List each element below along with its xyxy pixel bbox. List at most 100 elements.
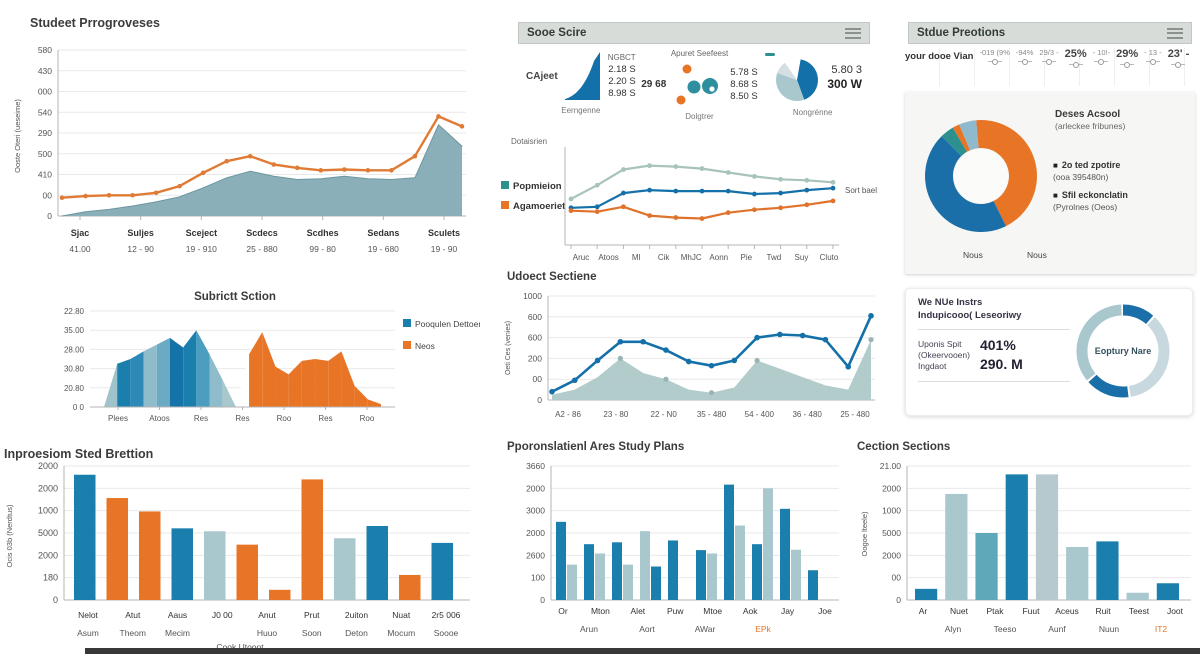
svg-text:23 - 80: 23 - 80	[603, 410, 628, 419]
slider-item[interactable]: 29%	[1116, 48, 1138, 68]
slider-knob[interactable]	[1124, 61, 1131, 68]
chart-title-improvement: Inproesiom Sted Brettion	[4, 447, 154, 461]
svg-text:Asum: Asum	[77, 628, 99, 638]
slider-knob[interactable]	[1046, 58, 1052, 65]
svg-text:410: 410	[38, 170, 52, 180]
slider-item[interactable]: 23' -	[1168, 48, 1189, 68]
svg-text:600: 600	[528, 333, 542, 343]
divider	[918, 380, 1070, 382]
slider-track[interactable]	[1120, 61, 1135, 68]
svg-text:0: 0	[537, 395, 542, 405]
svg-text:Eoptury Nare: Eoptury Nare	[1095, 346, 1152, 356]
slider-item[interactable]: 25%	[1065, 48, 1087, 68]
equity-values: 401% 290. M	[980, 336, 1023, 375]
svg-text:1000: 1000	[523, 291, 542, 301]
svg-text:00: 00	[43, 190, 53, 200]
svg-text:Aceus: Aceus	[1055, 606, 1079, 616]
slider-knob[interactable]	[1021, 58, 1028, 65]
svg-text:Anut: Anut	[258, 610, 276, 620]
slider-knob[interactable]	[1098, 58, 1105, 65]
svg-text:2uiton: 2uiton	[345, 610, 368, 620]
svg-text:Scdhes: Scdhes	[307, 228, 339, 238]
svg-text:Deton: Deton	[345, 628, 368, 638]
svg-text:Res: Res	[235, 414, 249, 423]
svg-text:Nuet: Nuet	[950, 606, 969, 616]
svg-text:Soooe: Soooe	[434, 628, 459, 638]
slider-track[interactable]	[987, 58, 1002, 65]
svg-text:Subrictt Sction: Subrictt Sction	[194, 291, 276, 303]
svg-text:Aunf: Aunf	[1048, 624, 1066, 634]
svg-text:Teeso: Teeso	[994, 624, 1017, 634]
stat-value: 8.98 S	[608, 88, 636, 99]
svg-text:Roo: Roo	[277, 414, 292, 423]
svg-text:Aaus: Aaus	[168, 610, 187, 620]
slider-knob[interactable]	[991, 58, 998, 65]
stat-caption: Dolgtrer	[685, 112, 714, 121]
svg-text:Oogoe lteele): Oogoe lteele)	[860, 511, 869, 557]
svg-text:Alyn: Alyn	[945, 624, 962, 634]
slider-track[interactable]	[1017, 58, 1032, 65]
svg-text:Nuun: Nuun	[1099, 624, 1120, 634]
slider-row-label: your dooe Vian	[905, 51, 974, 62]
stat-value: 300 W	[827, 76, 862, 91]
svg-text:54 - 400: 54 - 400	[745, 410, 775, 419]
menu-icon[interactable]	[845, 27, 861, 39]
svg-text:Or: Or	[558, 606, 568, 616]
slider-items: -019 (9% -94% 29/3 - 25% - 10!- 29% - 13 - 23' …	[979, 48, 1189, 68]
svg-text:30.80: 30.80	[64, 365, 85, 374]
slider-item[interactable]: -94%	[1016, 48, 1033, 65]
svg-text:600: 600	[528, 312, 542, 322]
svg-text:Atoos: Atoos	[149, 414, 169, 423]
svg-text:Jay: Jay	[781, 606, 795, 616]
divider	[918, 328, 1070, 330]
svg-text:290: 290	[38, 128, 52, 138]
svg-text:Mecim: Mecim	[165, 628, 190, 638]
slider-track[interactable]	[1171, 61, 1186, 68]
svg-text:2000: 2000	[38, 550, 58, 560]
svg-text:Roo: Roo	[360, 414, 375, 423]
slider-track[interactable]	[1094, 58, 1109, 65]
slider-knob[interactable]	[1175, 61, 1182, 68]
slider-item[interactable]: - 13 -	[1144, 48, 1162, 65]
stdue-sliders: your dooe Vian -019 (9% -94% 29/3 - 25% - 10…	[905, 48, 1197, 86]
svg-text:540: 540	[38, 107, 52, 117]
svg-text:Teest: Teest	[1129, 606, 1150, 616]
donut-label: Nous	[1027, 250, 1047, 260]
equity-ring-chart: Eoptury Nare	[1076, 304, 1170, 398]
slider-item[interactable]: - 10!-	[1093, 48, 1110, 65]
stat-caption: Nongrénne	[792, 108, 833, 117]
slider-track[interactable]	[1145, 58, 1160, 65]
slider-knob[interactable]	[1072, 61, 1079, 68]
panel-header-stdue: Stdue Preotions	[908, 22, 1192, 44]
slider-item[interactable]: -019 (9%	[979, 48, 1010, 65]
slider-knob[interactable]	[1149, 58, 1156, 65]
svg-text:Plees: Plees	[108, 414, 128, 423]
mini-scatter-chart	[676, 64, 719, 105]
access-panel: Deses Acsool (arleckee fribunes) ■ 2o ted…	[905, 92, 1195, 274]
svg-text:Sculets: Sculets	[428, 228, 460, 238]
slider-track[interactable]	[1042, 58, 1056, 65]
equity-text-block: We NUe Instrs Indupicooo( Leseoriwy Upon…	[918, 297, 1070, 388]
stat-side-label: CAjeet	[526, 70, 558, 82]
svg-text:0: 0	[53, 595, 58, 605]
svg-text:Suljes: Suljes	[127, 228, 154, 238]
svg-text:0: 0	[47, 211, 52, 221]
svg-text:Oeti Ces (venies): Oeti Ces (venies)	[505, 321, 512, 375]
svg-text:41.00: 41.00	[69, 244, 91, 254]
menu-icon[interactable]	[1167, 27, 1183, 39]
slider-track[interactable]	[1068, 61, 1083, 68]
svg-text:Popmieion: Popmieion	[513, 181, 562, 192]
svg-text:Theom: Theom	[120, 628, 146, 638]
equity-heading: We NUe Instrs	[918, 297, 983, 308]
chart-title-udoect: Udoect Sectiene	[507, 271, 597, 283]
svg-text:AWar: AWar	[695, 624, 716, 634]
chart-title-study-plans: Pporonslatienl Ares Study Plans	[507, 441, 685, 453]
subject-section-chart: Subrictt Sction 22.80 35.00 28.00 30.80 20.80…	[64, 291, 480, 423]
svg-text:21.00: 21.00	[880, 461, 902, 471]
svg-text:2000: 2000	[526, 528, 545, 538]
svg-text:Joot: Joot	[1167, 606, 1184, 616]
slider-item[interactable]: 29/3 -	[1039, 48, 1059, 65]
chart-title-student-progress: Studeet Prrogroveses	[30, 16, 160, 30]
